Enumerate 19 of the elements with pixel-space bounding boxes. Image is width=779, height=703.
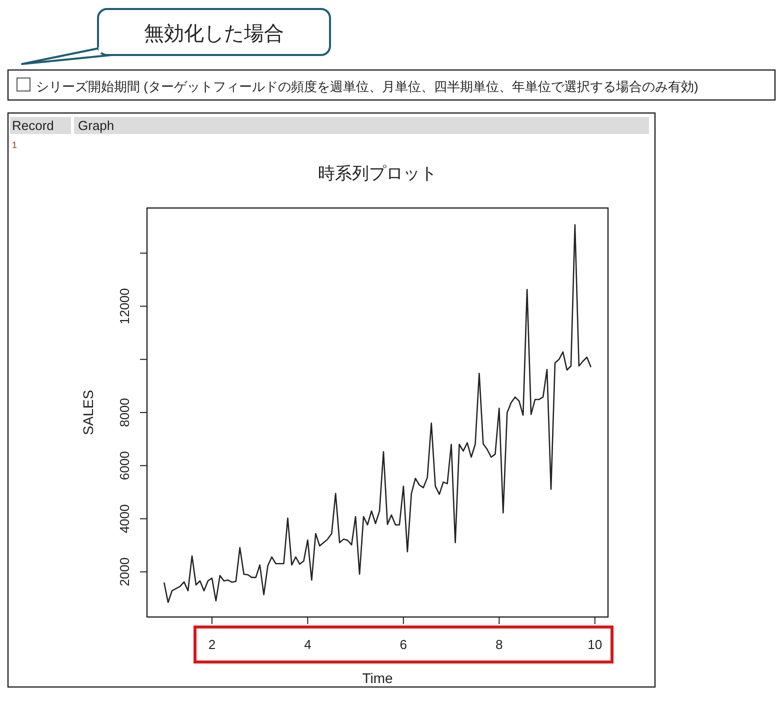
text: 無効化した場合 xyxy=(144,23,284,45)
y-tick-label: 2000 xyxy=(117,557,132,586)
x-axis-title: Time xyxy=(362,670,394,686)
y-tick-label: 4000 xyxy=(117,504,132,534)
x-tick-label: 8 xyxy=(496,637,503,652)
y-axis-title: SALES xyxy=(80,390,96,436)
y-tick-label: 12000 xyxy=(117,288,132,324)
text: シリーズ開始期間 (ターゲットフィールドの頻度を週単位、月単位、四半期単位、年単位で選択する場合のみ有効) xyxy=(36,79,698,94)
x-tick-label: 6 xyxy=(400,637,408,652)
text: 1 xyxy=(12,140,18,150)
chart-title: 時系列プロット xyxy=(318,164,437,183)
x-tick-label: 2 xyxy=(208,637,216,652)
y-tick-label: 6000 xyxy=(117,451,132,480)
x-tick-label: 10 xyxy=(588,637,602,652)
x-tick-label: 4 xyxy=(304,637,312,652)
y-tick-label: 8000 xyxy=(117,398,132,427)
text: Graph xyxy=(78,118,114,133)
text: Record xyxy=(12,118,54,133)
line-series xyxy=(163,224,592,604)
